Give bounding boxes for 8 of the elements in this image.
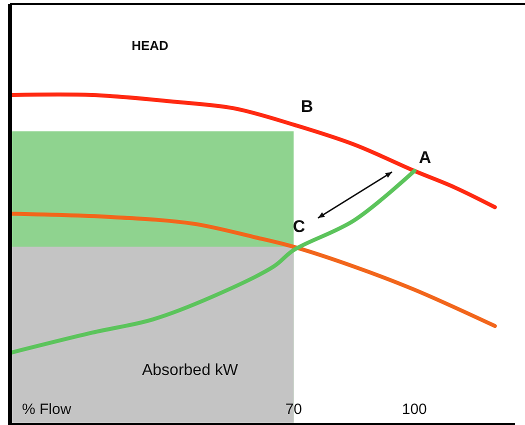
x-axis-title: % Flow [22,401,72,418]
annotation: C [292,217,306,236]
annotation: Absorbed kW [142,362,239,379]
x-tick-label: 70 [285,401,302,418]
annotation: B [300,97,314,116]
text: HEAD [132,38,168,53]
annotation: A [418,148,432,167]
x-tick-label: 100 [402,401,427,418]
